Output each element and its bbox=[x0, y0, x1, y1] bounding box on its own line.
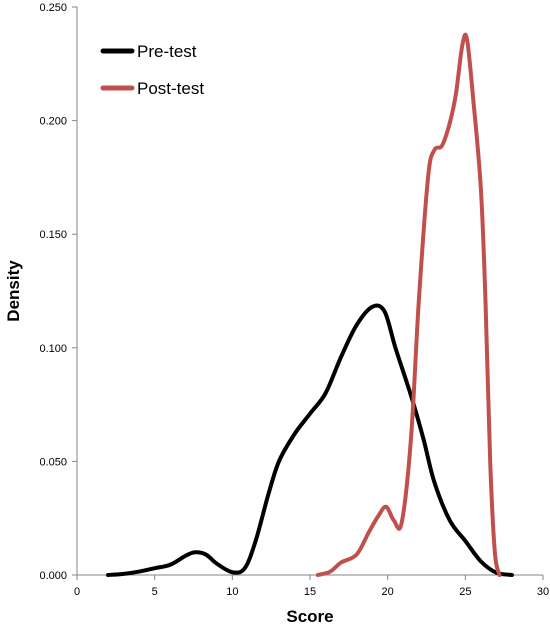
legend-label-post-test: Post-test bbox=[137, 79, 204, 98]
series-layer bbox=[106, 32, 514, 577]
x-tick-label: 10 bbox=[226, 586, 238, 598]
x-tick-label: 15 bbox=[304, 586, 316, 598]
x-tick-label: 5 bbox=[152, 586, 158, 598]
y-tick-label: 0.200 bbox=[39, 116, 67, 128]
y-tick-label: 0.050 bbox=[39, 456, 67, 468]
legend: Pre-test Post-test bbox=[100, 42, 204, 98]
series-line-pre-test bbox=[106, 303, 514, 577]
y-tick-label: 0.000 bbox=[39, 570, 67, 582]
x-tick-label: 30 bbox=[537, 586, 549, 598]
x-tick-label: 25 bbox=[459, 586, 471, 598]
series-line-post-test bbox=[315, 32, 502, 577]
legend-label-pre-test: Pre-test bbox=[137, 42, 197, 61]
x-tick-label: 20 bbox=[382, 586, 394, 598]
axes: 0 5 10 15 20 25 30 0.000 0.050 0.100 0.150 0.200 0.2… bbox=[39, 2, 549, 598]
y-tick-label: 0.100 bbox=[39, 343, 67, 355]
y-tick-label: 0.150 bbox=[39, 229, 67, 241]
y-tick-label: 0.250 bbox=[39, 2, 67, 14]
x-tick-label: 0 bbox=[74, 586, 80, 598]
x-axis-title: Score bbox=[286, 607, 333, 626]
y-axis-title: Density bbox=[4, 260, 23, 322]
